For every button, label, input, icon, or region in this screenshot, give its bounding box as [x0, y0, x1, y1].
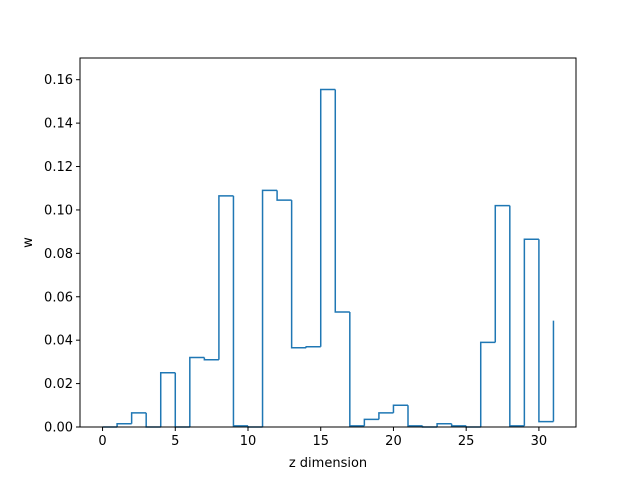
- y-axis: 0.00 0.02 0.04 0.06 0.08 0.10 0.12 0.14 0.16: [44, 73, 80, 436]
- histogram-bin: [261, 189, 278, 427]
- x-tick-label: 0: [98, 434, 106, 449]
- histogram-bin: [363, 418, 379, 426]
- histogram-bin: [378, 412, 394, 420]
- histogram-bin: [116, 422, 132, 427]
- histogram-bin: [349, 311, 365, 427]
- y-tick-label: 0.16: [44, 73, 73, 88]
- histogram-bin: [392, 404, 408, 413]
- histogram-bin: [174, 372, 190, 428]
- histogram-bin: [436, 422, 452, 427]
- histogram-bin: [145, 412, 161, 428]
- histogram-bin: [276, 190, 292, 201]
- x-tick-label: 30: [531, 434, 548, 449]
- histogram-bin: [305, 345, 321, 348]
- histogram-bin: [538, 239, 554, 423]
- histogram-bin: [290, 200, 307, 349]
- y-tick-label: 0.14: [44, 117, 73, 132]
- x-tick-label: 5: [171, 434, 179, 449]
- histogram-bin: [450, 423, 467, 427]
- x-axis: 0 5 10 15 20 25 30: [98, 427, 547, 449]
- plot-area: [102, 88, 555, 428]
- histogram-bin: [218, 195, 234, 360]
- histogram-bin: [509, 205, 525, 427]
- histogram-bin: [189, 356, 205, 427]
- y-tick-label: 0.06: [44, 290, 73, 305]
- y-tick-label: 0.10: [44, 203, 73, 218]
- y-tick-label: 0.00: [44, 421, 73, 436]
- histogram-bin: [159, 371, 176, 427]
- x-tick-label: 10: [240, 434, 257, 449]
- y-axis-label: w: [21, 237, 36, 248]
- histogram-bin: [232, 195, 248, 427]
- y-tick-label: 0.02: [44, 377, 73, 392]
- x-tick-label: 15: [312, 434, 329, 449]
- histogram-bin: [494, 204, 510, 343]
- x-tick-label: 25: [458, 434, 475, 449]
- histogram-bin: [319, 88, 336, 347]
- x-axis-label: z dimension: [289, 456, 367, 471]
- histogram-bin: [203, 357, 219, 361]
- histogram-bin: [479, 341, 496, 427]
- histogram-bin: [334, 89, 350, 313]
- y-tick-label: 0.12: [44, 160, 73, 175]
- y-tick-label: 0.04: [44, 334, 73, 349]
- x-tick-label: 20: [385, 434, 402, 449]
- histogram-bin: [523, 238, 539, 426]
- axes-frame: [79, 57, 577, 428]
- y-tick-label: 0.08: [44, 247, 73, 262]
- histogram-bin: [130, 412, 147, 424]
- histogram-bin: [407, 405, 423, 427]
